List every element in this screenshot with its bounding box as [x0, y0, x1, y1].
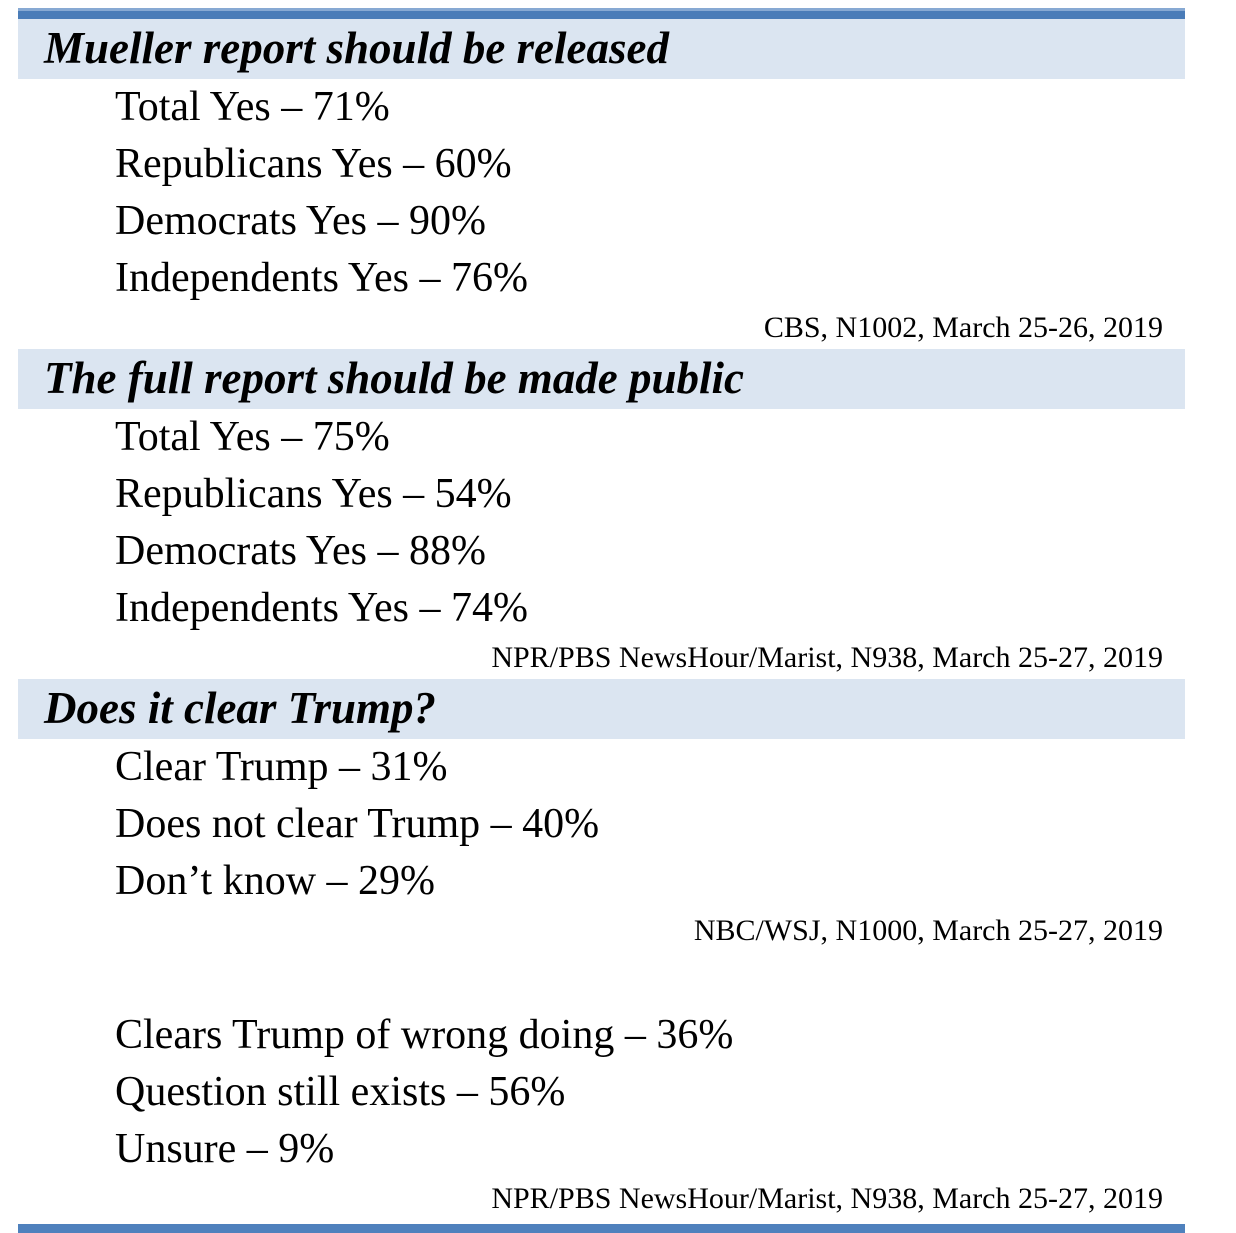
- section-heading: Mueller report should be released: [18, 19, 1185, 79]
- blank-line-spacer: [18, 952, 1185, 1007]
- poll-result-line: Independents Yes – 74%: [115, 585, 528, 631]
- poll-result-line: Republicans Yes – 54%: [115, 471, 512, 517]
- poll-section-mueller-report-released: Mueller report should be released Total …: [18, 19, 1185, 349]
- poll-result-line: Republicans Yes – 60%: [115, 141, 512, 187]
- bottom-accent-bar: [18, 1224, 1185, 1233]
- section-heading: Does it clear Trump?: [18, 679, 1185, 739]
- poll-result-line: Democrats Yes – 90%: [115, 198, 486, 244]
- section-heading: The full report should be made public: [18, 349, 1185, 409]
- poll-source-citation: NPR/PBS NewsHour/Marist, N938, March 25-…: [491, 1182, 1163, 1215]
- poll-result-line: Clear Trump – 31%: [115, 744, 448, 790]
- poll-section-full-report-public: The full report should be made public To…: [18, 349, 1185, 679]
- poll-result-line: Total Yes – 75%: [115, 414, 390, 460]
- poll-result-line: Clears Trump of wrong doing – 36%: [115, 1012, 734, 1058]
- poll-result-line: Don’t know – 29%: [115, 858, 436, 904]
- poll-source-citation: NBC/WSJ, N1000, March 25-27, 2019: [693, 914, 1163, 947]
- poll-summary-document: Mueller report should be released Total …: [18, 8, 1185, 1233]
- poll-result-line: Does not clear Trump – 40%: [115, 801, 600, 847]
- poll-result-line: Democrats Yes – 88%: [115, 528, 486, 574]
- poll-result-line: Independents Yes – 76%: [115, 255, 528, 301]
- poll-source-citation: NPR/PBS NewsHour/Marist, N938, March 25-…: [491, 641, 1163, 674]
- top-accent-bar: [18, 8, 1185, 19]
- poll-section-does-it-clear-trump: Does it clear Trump? Clear Trump – 31% D…: [18, 679, 1185, 1220]
- poll-result-line: Total Yes – 71%: [115, 84, 390, 130]
- poll-result-line: Unsure – 9%: [115, 1126, 335, 1172]
- poll-result-line: Question still exists – 56%: [115, 1069, 566, 1115]
- poll-source-citation: CBS, N1002, March 25-26, 2019: [763, 311, 1163, 344]
